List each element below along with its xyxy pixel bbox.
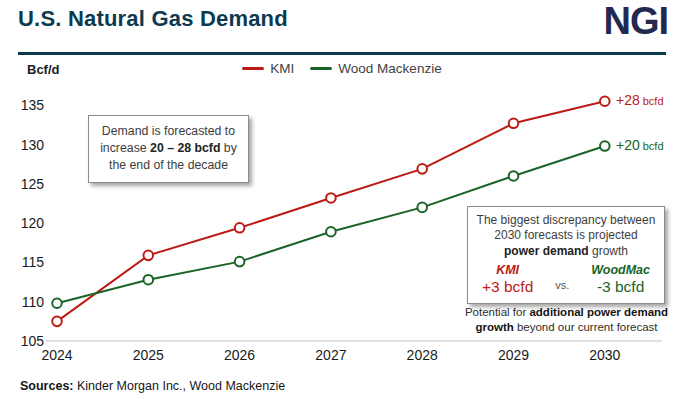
note-line2-post: beyond our current forecast (514, 321, 658, 333)
data-point-kmi (52, 317, 62, 327)
annotation-left-line2-pre: increase (100, 141, 150, 155)
data-point-wood-mackenzie (52, 298, 62, 308)
annotation-left-line3: the end of the decade (109, 158, 228, 172)
data-point-wood-mackenzie (326, 227, 336, 237)
sources-line: Sources: Kinder Morgan Inc., Wood Macken… (20, 379, 285, 393)
y-tick-label: 135 (21, 97, 45, 113)
sources-text: Kinder Morgan Inc., Wood Mackenzie (74, 379, 286, 393)
y-tick-label: 115 (22, 254, 45, 270)
annotation-right-line3-bold: power demand (504, 244, 589, 258)
forecast-comparison-row: KMI +3 bcfd vs. WoodMac -3 bcfd (472, 263, 660, 296)
x-tick-label: 2025 (133, 347, 164, 363)
chart-figure: U.S. Natural Gas Demand NGI Bcf/d KMIWoo… (0, 0, 684, 402)
note-line1-pre: Potential for (465, 306, 530, 318)
x-tick-label: 2024 (41, 347, 72, 363)
data-point-wood-mackenzie (144, 275, 154, 285)
data-point-wood-mackenzie (417, 203, 427, 213)
y-tick-label: 120 (21, 215, 45, 231)
line-chart: 1051101151201251301352024202520262027202… (0, 0, 684, 402)
data-point-wood-mackenzie (235, 257, 245, 267)
y-tick-label: 130 (21, 137, 45, 153)
kmi-forecast: KMI +3 bcfd (482, 263, 533, 296)
annotation-left-line2-post: by (220, 141, 236, 155)
x-tick-label: 2026 (224, 347, 255, 363)
x-tick-label: 2029 (498, 347, 529, 363)
data-point-wood-mackenzie (600, 141, 610, 151)
vs-label: vs. (555, 278, 569, 292)
note-line2-bold: growth (475, 321, 513, 333)
sources-label: Sources: (20, 379, 74, 393)
note-line1-bold: additional power demand (529, 306, 668, 318)
woodmac-forecast-value: -3 bcfd (597, 278, 644, 296)
y-tick-label: 110 (22, 294, 45, 310)
annotation-right-line1: The biggest discrepancy between (477, 213, 656, 227)
data-point-wood-mackenzie (509, 171, 519, 181)
data-point-kmi (144, 251, 154, 261)
data-point-kmi (417, 164, 427, 174)
annotation-left-line2-bold: 20 – 28 bcfd (150, 141, 220, 155)
woodmac-forecast-label: WoodMac (591, 263, 650, 277)
annotation-left-line1: Demand is forecasted to (102, 124, 235, 138)
x-tick-label: 2027 (315, 347, 346, 363)
data-point-kmi (235, 223, 245, 233)
end-label-kmi: +28bcfd (616, 92, 664, 108)
x-tick-label: 2030 (589, 347, 620, 363)
annotation-box-left: Demand is forecasted to increase 20 – 28… (88, 115, 249, 183)
woodmac-forecast: WoodMac -3 bcfd (591, 263, 650, 296)
x-tick-label: 2028 (407, 347, 438, 363)
end-label-wood-mackenzie: +20bcfd (616, 137, 664, 153)
data-point-kmi (326, 193, 336, 203)
kmi-forecast-value: +3 bcfd (482, 278, 533, 296)
potential-growth-note: Potential for additional power demand gr… (456, 305, 677, 335)
annotation-box-right: The biggest discrepancy between 2030 for… (467, 206, 665, 304)
y-tick-label: 125 (21, 176, 45, 192)
annotation-right-line3-post: growth (589, 244, 628, 258)
kmi-forecast-label: KMI (496, 263, 519, 277)
data-point-kmi (509, 118, 519, 128)
annotation-right-line2: 2030 forecasts is projected (494, 228, 637, 242)
data-point-kmi (600, 96, 610, 106)
